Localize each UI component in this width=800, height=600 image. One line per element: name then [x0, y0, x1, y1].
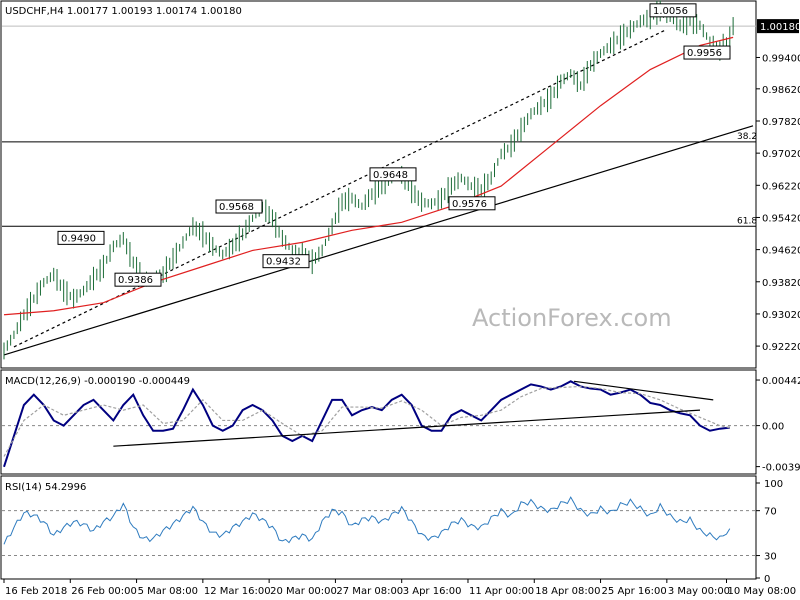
macd-y-tick-label: -0.00398 [762, 463, 800, 474]
macd-header: MACD(12,26,9) -0.000190 -0.000449 [5, 376, 190, 387]
price-annotation-box [114, 272, 162, 287]
watermark: ActionForex.com [472, 304, 672, 332]
macd-line [3, 380, 730, 468]
rsi-y-tick-label: 0 [764, 574, 770, 585]
price-annotation-label: 1.0056 [653, 6, 688, 17]
price-y-tick-label: 0.95420 [762, 213, 800, 224]
price-annotation-box [448, 196, 496, 211]
price-annotation-label: 0.9956 [687, 48, 722, 59]
price-annotation-label: 0.9568 [219, 202, 254, 213]
price-annotation-box [262, 254, 310, 269]
price-annotation-box [57, 230, 105, 245]
price-annotation-box [649, 3, 697, 18]
price-annotation-label: 0.9576 [452, 199, 487, 210]
price-panel [0, 0, 757, 369]
macd-y-tick-label: 0.00 [762, 422, 784, 433]
x-tick-label: 20 Mar 00:00 [270, 586, 337, 597]
price-annotation-label: 0.9386 [118, 275, 153, 286]
price-y-tick-label: 0.97020 [762, 149, 800, 160]
support-trendline [3, 125, 754, 356]
x-tick-label: 11 Apr 00:00 [469, 586, 534, 597]
rsi-y-tick-label: 70 [764, 507, 777, 518]
x-tick-label: 26 Feb 00:00 [71, 586, 137, 597]
price-annotation-label: 0.9490 [61, 233, 96, 244]
x-tick-label: 5 Mar 08:00 [138, 586, 198, 597]
x-tick-label: 16 Feb 2018 [5, 586, 67, 597]
price-annotation-label: 0.9648 [373, 170, 408, 181]
price-y-tick-label: 0.98620 [762, 85, 800, 96]
x-tick-label: 3 May 00:00 [668, 586, 730, 597]
macd-y-tick-label: 0.004424 [762, 376, 800, 387]
x-tick-label: 18 Apr 08:00 [535, 586, 600, 597]
rsi-header: RSI(14) 54.2996 [5, 482, 86, 493]
price-y-tick-label: 0.93020 [762, 310, 800, 321]
price-y-tick-label: 0.94620 [762, 246, 800, 257]
price-y-tick-label: 0.92220 [762, 342, 800, 353]
macd-trendline [573, 380, 714, 401]
rsi-y-tick-label: 30 [764, 552, 777, 563]
macd-panel [0, 369, 757, 475]
price-annotation-box [369, 167, 417, 182]
x-tick-label: 25 Apr 16:00 [602, 586, 667, 597]
x-tick-label: 3 Apr 16:00 [403, 586, 462, 597]
channel-line [13, 28, 668, 348]
fib-level-label: 61.8 [737, 216, 757, 226]
rsi-line [3, 496, 731, 545]
x-tick-label: 12 Mar 16:00 [204, 586, 271, 597]
rsi-y-tick-label: 100 [764, 479, 783, 490]
macd-trendline [113, 409, 701, 447]
price-y-tick-label: 0.93820 [762, 278, 800, 289]
price-y-tick-label: 0.96220 [762, 181, 800, 192]
fib-level-label: 38.2 [737, 132, 757, 142]
price-y-tick-label: 0.99400 [762, 53, 800, 64]
price-annotation-box [683, 45, 731, 60]
price-annotation-box [215, 199, 263, 214]
price-y-tick-label: 0.97820 [762, 117, 800, 128]
price-annotation-label: 0.9432 [266, 257, 301, 268]
current-price-box [757, 19, 799, 34]
current-price-label: 1.00180 [760, 22, 800, 33]
macd-signal-line [3, 385, 730, 457]
rsi-panel [0, 475, 757, 580]
price-header: USDCHF,H4 1.00177 1.00193 1.00174 1.0018… [5, 6, 242, 17]
moving-average-line [3, 36, 734, 316]
x-tick-label: 10 May 08:00 [727, 586, 796, 597]
x-tick-label: 27 Mar 08:00 [336, 586, 403, 597]
